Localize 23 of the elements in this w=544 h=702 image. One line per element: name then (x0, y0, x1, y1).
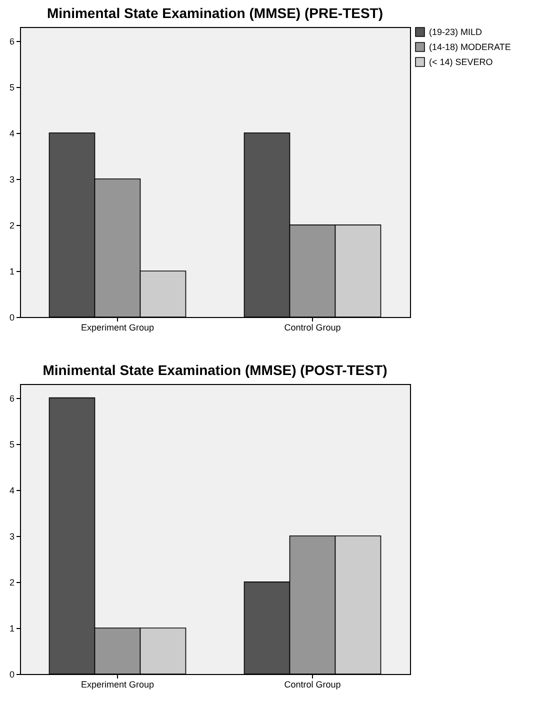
legend-label: (19-23) MILD (429, 27, 483, 37)
x-tick-label: Control Group (284, 322, 341, 332)
y-tick-label: 2 (9, 220, 14, 230)
y-tick-label: 0 (9, 312, 14, 322)
y-tick-label: 4 (9, 128, 14, 138)
y-tick-label: 3 (9, 174, 14, 184)
y-tick-label: 6 (9, 36, 14, 46)
chart-title: Minimental State Examination (MMSE) (POST-TEST) (42, 362, 388, 378)
legend-label: (< 14) SEVERO (429, 57, 493, 67)
legend-label: (14-18) MODERATE (429, 42, 511, 52)
y-tick-label: 0 (9, 670, 14, 680)
y-tick-label: 5 (9, 439, 14, 450)
y-tick-label: 4 (9, 485, 14, 496)
y-tick-label: 1 (9, 266, 14, 276)
x-tick-label: Control Group (284, 680, 341, 690)
y-tick-label: 3 (9, 531, 14, 542)
y-tick-label: 5 (9, 82, 14, 92)
chart-title: Minimental State Examination (MMSE) (PRE-TEST) (46, 5, 384, 21)
y-tick-label: 6 (9, 393, 14, 404)
x-tick-label: Experiment Group (80, 680, 154, 690)
x-tick-label: Experiment Group (80, 322, 154, 332)
y-tick-label: 2 (9, 577, 14, 588)
y-tick-label: 1 (9, 623, 14, 634)
